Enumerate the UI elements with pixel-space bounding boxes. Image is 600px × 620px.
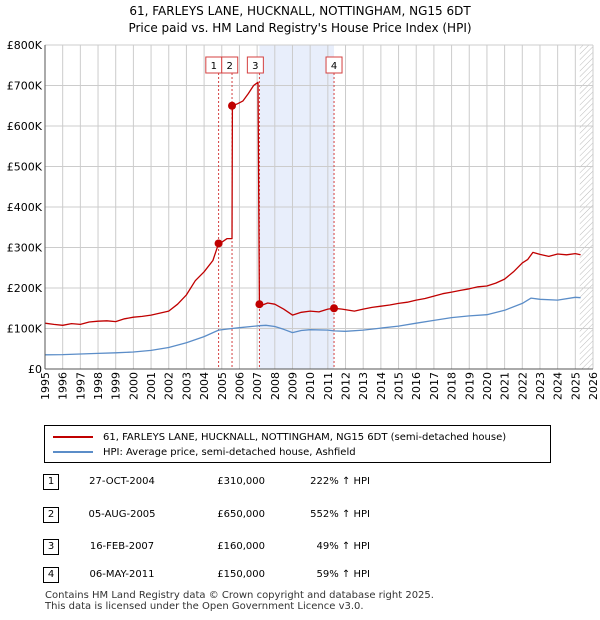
x-tick-label: 2019 xyxy=(463,372,476,400)
legend: 61, FARLEYS LANE, HUCKNALL, NOTTINGHAM, … xyxy=(44,425,551,463)
x-tick-label: 2004 xyxy=(198,372,211,400)
footer: Contains HM Land Registry data © Crown c… xyxy=(45,590,434,612)
x-tick-label: 2010 xyxy=(304,372,317,400)
transaction-hpi: 552% ↑ HPI xyxy=(310,509,370,520)
property-price-line xyxy=(44,81,581,326)
y-tick-label: £100K xyxy=(7,323,43,336)
transaction-price: £310,000 xyxy=(217,476,265,487)
x-tick-label: 2018 xyxy=(446,372,459,400)
transaction-hpi: 222% ↑ HPI xyxy=(310,476,370,487)
x-tick-label: 2005 xyxy=(216,372,229,400)
x-tick-label: 1997 xyxy=(74,372,87,400)
x-tick-label: 2024 xyxy=(552,372,565,400)
transaction-row: 2 05-AUG-2005 £650,000 552% ↑ HPI xyxy=(0,507,600,525)
x-tick-label: 2002 xyxy=(163,372,176,400)
y-tick-label: £200K xyxy=(7,282,43,295)
x-tick-label: 2007 xyxy=(251,372,264,400)
x-tick-label: 2008 xyxy=(269,372,282,400)
transaction-price: £150,000 xyxy=(217,569,265,580)
sale-label: 1 xyxy=(211,61,217,72)
x-tick-label: 2015 xyxy=(393,372,406,400)
y-tick-label: £700K xyxy=(7,80,43,93)
transaction-date: 16-FEB-2007 xyxy=(89,541,155,552)
sale-point xyxy=(214,239,223,248)
x-tick-label: 1996 xyxy=(57,372,70,400)
footer-license: This data is licensed under the Open Gov… xyxy=(45,601,364,612)
transaction-number: 2 xyxy=(43,507,59,523)
transaction-date: 27-OCT-2004 xyxy=(89,476,155,487)
legend-label-hpi: HPI: Average price, semi-detached house,… xyxy=(103,446,356,458)
x-tick-label: 2023 xyxy=(534,372,547,400)
x-tick-label: 2026 xyxy=(587,372,600,400)
x-tick-label: 2021 xyxy=(499,372,512,400)
sale-point xyxy=(330,304,339,313)
x-tick-label: 2014 xyxy=(375,372,388,400)
hpi-line xyxy=(44,296,581,356)
transaction-hpi: 59% ↑ HPI xyxy=(316,569,370,580)
x-tick-label: 1995 xyxy=(39,372,52,400)
transaction-hpi: 49% ↑ HPI xyxy=(316,541,370,552)
transaction-number: 1 xyxy=(43,474,59,490)
y-tick-label: £0 xyxy=(28,363,42,376)
x-tick-label: 2009 xyxy=(286,372,299,400)
sale-label-box xyxy=(221,56,239,74)
sale-label-box xyxy=(246,56,264,74)
x-tick-label: 1998 xyxy=(92,372,105,400)
legend-swatch-hpi xyxy=(53,451,93,453)
y-tick-label: £400K xyxy=(7,201,43,214)
x-tick-label: 2006 xyxy=(233,372,246,400)
y-tick-label: £600K xyxy=(7,120,43,133)
transaction-number: 4 xyxy=(43,567,59,583)
x-tick-label: 2022 xyxy=(516,372,529,400)
x-tick-label: 2001 xyxy=(145,372,158,400)
x-tick-label: 2016 xyxy=(410,372,423,400)
footer-copyright: Contains HM Land Registry data © Crown c… xyxy=(45,590,434,601)
transaction-row: 3 16-FEB-2007 £160,000 49% ↑ HPI xyxy=(0,539,600,557)
x-tick-label: 2003 xyxy=(180,372,193,400)
transaction-row: 4 06-MAY-2011 £150,000 59% ↑ HPI xyxy=(0,567,600,585)
sale-label-box xyxy=(325,56,343,74)
x-tick-label: 1999 xyxy=(110,372,123,400)
transaction-price: £650,000 xyxy=(217,509,265,520)
sale-label: 3 xyxy=(252,61,258,72)
y-tick-label: £500K xyxy=(7,161,43,174)
y-tick-label: £300K xyxy=(7,242,43,255)
transaction-date: 05-AUG-2005 xyxy=(88,509,156,520)
transaction-number: 3 xyxy=(43,539,59,555)
legend-item-property: 61, FARLEYS LANE, HUCKNALL, NOTTINGHAM, … xyxy=(53,430,506,444)
transaction-row: 1 27-OCT-2004 £310,000 222% ↑ HPI xyxy=(0,474,600,492)
x-tick-label: 2011 xyxy=(322,372,335,400)
chart-title: 61, FARLEYS LANE, HUCKNALL, NOTTINGHAM, … xyxy=(129,4,471,18)
transaction-date: 06-MAY-2011 xyxy=(89,569,155,580)
x-tick-label: 2017 xyxy=(428,372,441,400)
sale-point xyxy=(255,300,264,309)
transaction-price: £160,000 xyxy=(217,541,265,552)
legend-swatch-property xyxy=(53,436,93,438)
x-tick-label: 2013 xyxy=(357,372,370,400)
sale-label: 2 xyxy=(227,61,233,72)
x-tick-label: 2000 xyxy=(127,372,140,400)
legend-item-hpi: HPI: Average price, semi-detached house,… xyxy=(53,445,356,459)
x-tick-label: 2012 xyxy=(340,372,353,400)
legend-label-property: 61, FARLEYS LANE, HUCKNALL, NOTTINGHAM, … xyxy=(103,431,507,443)
sale-point xyxy=(228,101,237,110)
y-tick-label: £800K xyxy=(7,39,43,52)
x-tick-label: 2025 xyxy=(569,372,582,400)
chart-subtitle: Price paid vs. HM Land Registry's House … xyxy=(128,21,472,35)
sale-label: 4 xyxy=(331,61,337,72)
x-tick-label: 2020 xyxy=(481,372,494,400)
